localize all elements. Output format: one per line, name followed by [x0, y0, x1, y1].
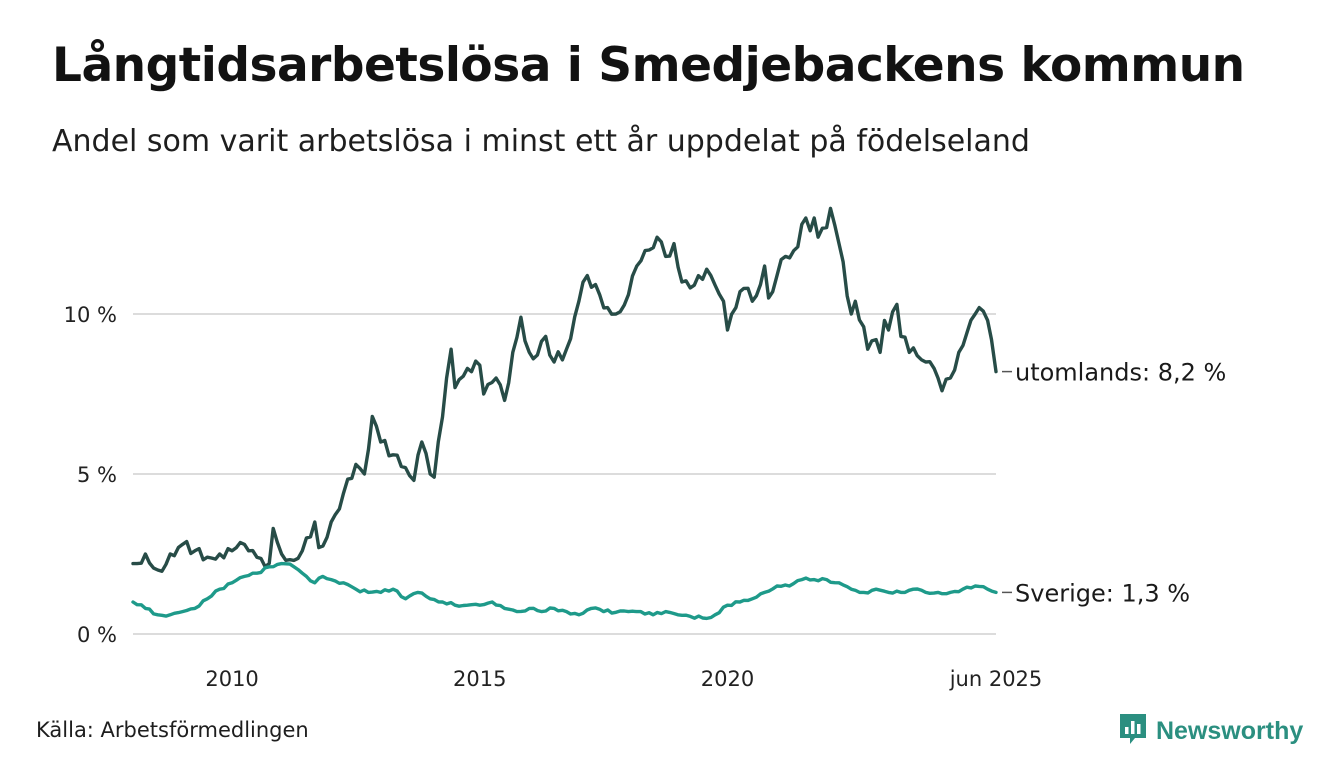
series-line-utomlands	[131, 206, 998, 573]
source-note: Källa: Arbetsförmedlingen	[36, 718, 309, 742]
tick-layer: 0 % 5 % 10 % 2010 2015 2020 jun 2025	[64, 303, 1043, 691]
chart-title: Långtidsarbetslösa i Smedjebackens kommu…	[52, 38, 1245, 93]
chart-subtitle: Andel som varit arbetslösa i minst ett å…	[52, 124, 1030, 159]
y-tick-label: 10 %	[64, 303, 117, 327]
x-tick-label: 2020	[701, 667, 754, 691]
label-layer: utomlands: 8,2 % Sverige: 1,3 %	[1002, 359, 1226, 607]
brand-name: Newsworthy	[1156, 716, 1304, 745]
series-end-label: Sverige: 1,3 %	[1015, 579, 1190, 607]
series-end-label: utomlands: 8,2 %	[1015, 359, 1226, 387]
y-tick-label: 0 %	[77, 623, 117, 647]
y-tick-label: 5 %	[77, 463, 117, 487]
x-tick-label: 2010	[205, 667, 258, 691]
grid-layer	[133, 313, 996, 635]
newsworthy-logo-icon	[1118, 712, 1148, 750]
x-tick-label: jun 2025	[949, 667, 1043, 691]
series-layer	[131, 206, 998, 621]
x-tick-label: 2015	[453, 667, 506, 691]
series-line-sverige	[131, 561, 998, 621]
brand-logo[interactable]: Newsworthy	[1118, 712, 1303, 750]
